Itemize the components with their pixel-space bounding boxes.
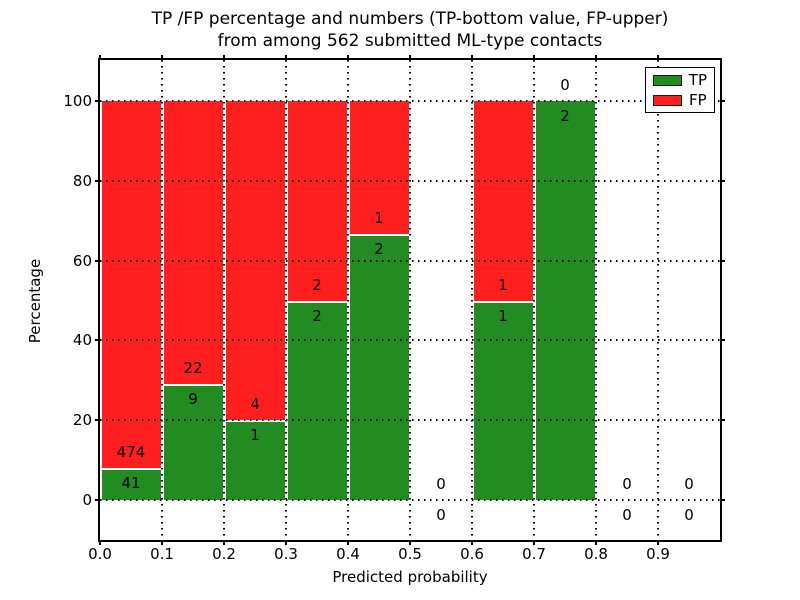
count-tp-0.6-0.7: 1 <box>498 306 508 325</box>
bar-fp-0.6-0.7 <box>473 101 533 301</box>
xtick-label-0.9: 0.9 <box>646 545 670 563</box>
legend: TP FP <box>645 67 715 113</box>
xtick-top-0.8 <box>595 55 597 60</box>
chart-title-line1: TP /FP percentage and numbers (TP-bottom… <box>151 9 669 29</box>
legend-swatch-fp <box>653 94 682 106</box>
count-fp-0.2-0.3: 4 <box>250 395 260 414</box>
xtick-label-0.3: 0.3 <box>274 545 298 563</box>
legend-label-fp: FP <box>689 90 707 109</box>
xtick-label-0.6: 0.6 <box>460 545 484 563</box>
xtick-top-0.2 <box>223 55 225 60</box>
count-fp-0.6-0.7: 1 <box>498 275 508 294</box>
xtick-top-0.1 <box>161 55 163 60</box>
xtick-bottom-0.0 <box>99 540 101 545</box>
ytick-right-20 <box>720 419 725 422</box>
bar-fp-0.3-0.4 <box>287 101 347 301</box>
xtick-bottom-0.1 <box>161 540 163 545</box>
bar-tp-0.4-0.5 <box>349 234 409 500</box>
ytick-label-40: 40 <box>72 331 92 350</box>
y-axis-label: Percentage <box>26 258 44 344</box>
count-fp-0.7-0.8: 0 <box>560 76 570 94</box>
xtick-top-0.7 <box>533 55 535 60</box>
legend-row-tp: TP <box>653 70 707 89</box>
bar-fp-0.0-0.1 <box>101 101 161 469</box>
count-tp-0.1-0.2: 9 <box>188 390 198 409</box>
legend-row-fp: FP <box>653 90 707 109</box>
count-fp-0.8-0.9: 0 <box>622 475 632 493</box>
xtick-bottom-0.9 <box>657 540 659 545</box>
count-tp-0.2-0.3: 1 <box>250 426 260 445</box>
xtick-label-0.0: 0.0 <box>88 545 112 563</box>
bar-tp-0.7-0.8 <box>535 101 595 500</box>
ytick-left-40 <box>95 339 100 342</box>
count-fp-0.4-0.5: 1 <box>374 209 384 227</box>
bar-fp-0.1-0.2 <box>163 101 223 385</box>
count-tp-0.7-0.8: 2 <box>560 107 570 125</box>
xtick-top-0.3 <box>285 55 287 60</box>
xtick-top-0.9 <box>657 55 659 60</box>
bar-tp-0.6-0.7 <box>473 300 533 500</box>
ytick-left-100 <box>95 100 100 102</box>
bar-fp-0.2-0.3 <box>225 101 285 421</box>
bar-tp-0.0-0.1 <box>101 468 161 500</box>
xtick-bottom-0.8 <box>595 540 597 545</box>
count-fp-0.1-0.2: 22 <box>183 359 203 378</box>
xtick-top-0.6 <box>471 55 473 60</box>
ytick-label-100: 100 <box>63 92 92 110</box>
xtick-top-0.4 <box>347 55 349 60</box>
ytick-left-60 <box>95 259 100 262</box>
legend-swatch-tp <box>653 74 682 86</box>
xtick-bottom-0.6 <box>471 540 473 545</box>
x-axis-label: Predicted probability <box>332 568 488 586</box>
count-fp-0.3-0.4: 2 <box>312 275 322 294</box>
xtick-label-0.5: 0.5 <box>398 545 422 563</box>
xtick-bottom-0.7 <box>533 540 535 545</box>
count-tp-0.9-1.0: 0 <box>684 506 694 524</box>
xtick-label-0.8: 0.8 <box>584 545 608 563</box>
count-tp-0.8-0.9: 0 <box>622 506 632 524</box>
ytick-label-0: 0 <box>82 491 92 509</box>
ytick-right-100 <box>720 100 725 102</box>
xtick-top-0.5 <box>409 55 411 60</box>
ytick-label-20: 20 <box>72 411 92 430</box>
ytick-right-40 <box>720 339 725 342</box>
xtick-bottom-0.5 <box>409 540 411 545</box>
xtick-label-0.2: 0.2 <box>212 545 236 563</box>
ytick-label-60: 60 <box>72 251 92 270</box>
count-tp-0.4-0.5: 2 <box>374 240 384 258</box>
ytick-right-80 <box>720 179 725 182</box>
ytick-right-60 <box>720 259 725 262</box>
xtick-label-0.7: 0.7 <box>522 545 546 563</box>
bar-tp-0.2-0.3 <box>225 420 285 500</box>
chart-title-line2: from among 562 submitted ML-type contact… <box>217 31 603 51</box>
count-fp-0.5-0.6: 0 <box>436 475 446 493</box>
xtick-label-0.1: 0.1 <box>150 545 174 563</box>
ytick-right-0 <box>720 499 725 501</box>
xtick-bottom-0.4 <box>347 540 349 545</box>
count-tp-0.3-0.4: 2 <box>312 306 322 325</box>
xtick-bottom-0.2 <box>223 540 225 545</box>
bar-tp-0.1-0.2 <box>163 384 223 500</box>
bar-fp-0.4-0.5 <box>349 101 409 234</box>
count-fp-0.0-0.1: 474 <box>116 443 146 462</box>
ytick-label-80: 80 <box>72 171 92 190</box>
ytick-left-0 <box>95 499 100 501</box>
legend-label-tp: TP <box>688 70 707 89</box>
count-tp-0.0-0.1: 41 <box>121 474 141 493</box>
ytick-left-80 <box>95 179 100 182</box>
bar-tp-0.3-0.4 <box>287 300 347 500</box>
chart-title: TP /FP percentage and numbers (TP-bottom… <box>100 8 720 52</box>
xtick-top-0.0 <box>99 55 101 60</box>
count-fp-0.9-1.0: 0 <box>684 475 694 493</box>
xtick-bottom-0.3 <box>285 540 287 545</box>
ytick-left-20 <box>95 419 100 422</box>
count-tp-0.5-0.6: 0 <box>436 506 446 524</box>
xtick-label-0.4: 0.4 <box>336 545 360 563</box>
